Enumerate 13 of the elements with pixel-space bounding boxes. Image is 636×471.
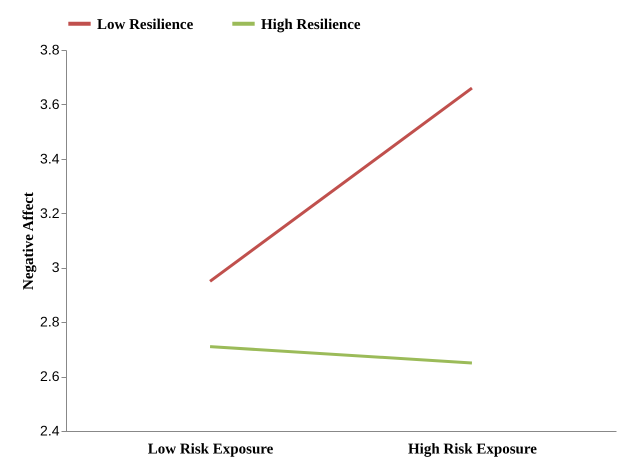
y-axis-title: Negative Affect xyxy=(21,192,38,290)
y-tick-label: 3 xyxy=(52,259,60,276)
y-tick-label: 2.4 xyxy=(40,422,60,438)
y-tick-label: 2.8 xyxy=(40,314,60,330)
legend-label: High Resilience xyxy=(261,16,361,33)
x-tick-label: Low Risk Exposure xyxy=(148,442,274,458)
y-tick-label: 3.4 xyxy=(40,150,60,166)
y-tick-label: 3.6 xyxy=(40,96,60,112)
y-tick-label: 2.6 xyxy=(40,368,60,384)
y-tick-label: 3.8 xyxy=(40,42,60,58)
legend-label: Low Resilience xyxy=(97,16,194,33)
x-tick-label: High Risk Exposure xyxy=(408,442,538,458)
y-tick-label: 3.2 xyxy=(40,204,60,221)
